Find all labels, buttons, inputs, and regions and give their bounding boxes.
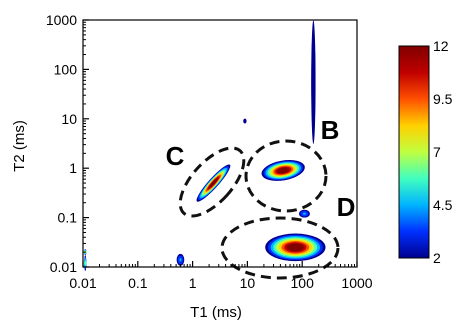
y-tick-label: 1 (69, 160, 77, 176)
peak-3 (176, 253, 185, 266)
colorbar-tick-label: 9.5 (433, 91, 453, 107)
peak-7 (265, 233, 326, 262)
region-c-outline (178, 146, 246, 218)
region-b-label: B (321, 115, 340, 145)
peak-6 (298, 209, 310, 218)
y-tick-label: 0.1 (58, 210, 78, 226)
peak-contour (84, 260, 87, 266)
colorbar-tick-label: 4.5 (433, 197, 453, 213)
peak-5 (261, 160, 305, 181)
x-tick-label: 0.1 (128, 275, 148, 291)
peak-contour (286, 243, 304, 252)
peak-contour (277, 167, 290, 174)
peak-contour (312, 64, 315, 100)
x-tick-label: 0.01 (69, 275, 96, 291)
x-tick-label: 1 (189, 275, 197, 291)
y-tick-label: 0.01 (50, 259, 77, 275)
x-tick-label: 1000 (341, 275, 372, 291)
annotation-layer: C B D (166, 115, 356, 280)
peak-9 (243, 118, 247, 124)
x-tick-label: 10 (240, 275, 256, 291)
y-tick-label: 100 (54, 61, 78, 77)
axes: 0.01 0.1 1 10 100 1000 0.01 0.1 1 10 100 1000 (46, 12, 373, 291)
colorbar: 12 9.5 7 4.5 2 (398, 38, 453, 266)
peak-4 (196, 164, 231, 202)
peak-1 (84, 255, 87, 271)
region-c-label: C (166, 141, 185, 171)
colorbar-bar (398, 45, 430, 259)
region-d-label: D (337, 192, 356, 222)
x-tick-label: 100 (291, 275, 315, 291)
y-tick-label: 1000 (46, 12, 77, 28)
y-tick-label: 10 (61, 111, 77, 127)
region-d-outline (220, 216, 340, 280)
peak-contour (179, 258, 182, 262)
peak-contour (302, 212, 307, 215)
x-axis-label: T1 (ms) (190, 304, 242, 321)
peak-contour (243, 120, 246, 123)
peak-contour (208, 177, 219, 189)
y-axis-label: T2 (ms) (11, 120, 28, 172)
plot-area (84, 20, 326, 271)
colorbar-tick-label: 2 (433, 250, 441, 266)
region-b-outline (244, 139, 328, 213)
peak-8 (311, 20, 316, 144)
plot-frame (82, 19, 358, 268)
colorbar-tick-label: 7 (433, 144, 441, 160)
colorbar-tick-label: 12 (433, 38, 449, 54)
